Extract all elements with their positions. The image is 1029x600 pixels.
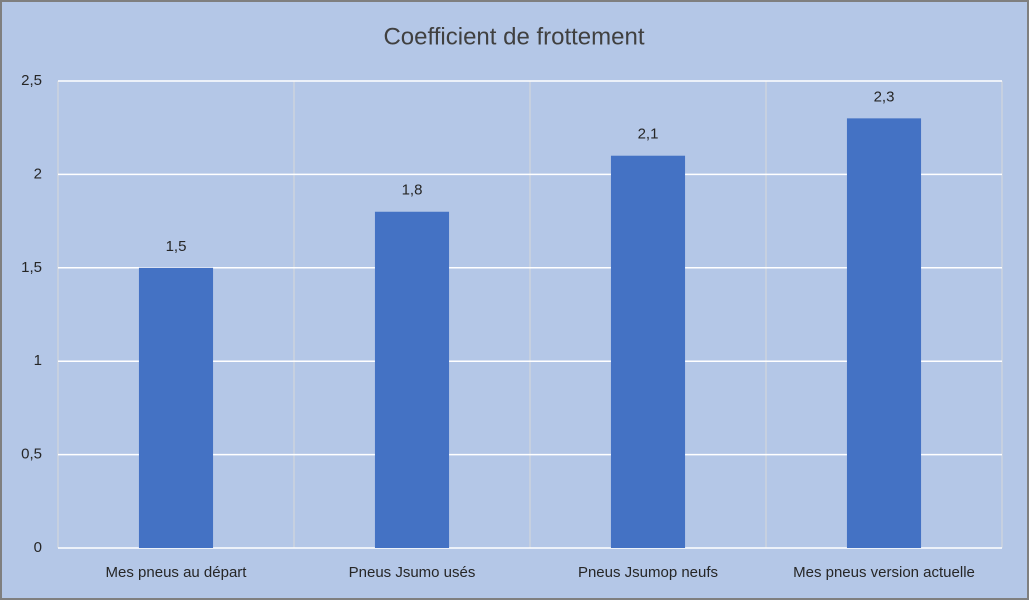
- value-label: 2,3: [874, 88, 895, 105]
- y-tick-label: 1: [34, 352, 42, 369]
- bar: [138, 267, 214, 548]
- y-tick-label: 2: [34, 165, 42, 182]
- value-label: 1,5: [166, 238, 187, 255]
- bar: [610, 155, 686, 548]
- value-label: 1,8: [402, 182, 423, 199]
- y-tick-label: 2,5: [21, 72, 42, 89]
- y-tick-label: 0: [34, 539, 42, 556]
- x-tick-label: Mes pneus au départ: [106, 564, 248, 581]
- value-label: 2,1: [638, 126, 659, 143]
- bar: [846, 118, 922, 549]
- x-tick-label: Pneus Jsumop neufs: [578, 564, 718, 581]
- y-tick-label: 1,5: [21, 259, 42, 276]
- x-tick-label: Mes pneus version actuelle: [793, 564, 975, 581]
- chart-title: Coefficient de frottement: [383, 23, 644, 50]
- bar: [374, 211, 450, 548]
- y-tick-label: 0,5: [21, 446, 42, 463]
- x-tick-label: Pneus Jsumo usés: [349, 564, 476, 581]
